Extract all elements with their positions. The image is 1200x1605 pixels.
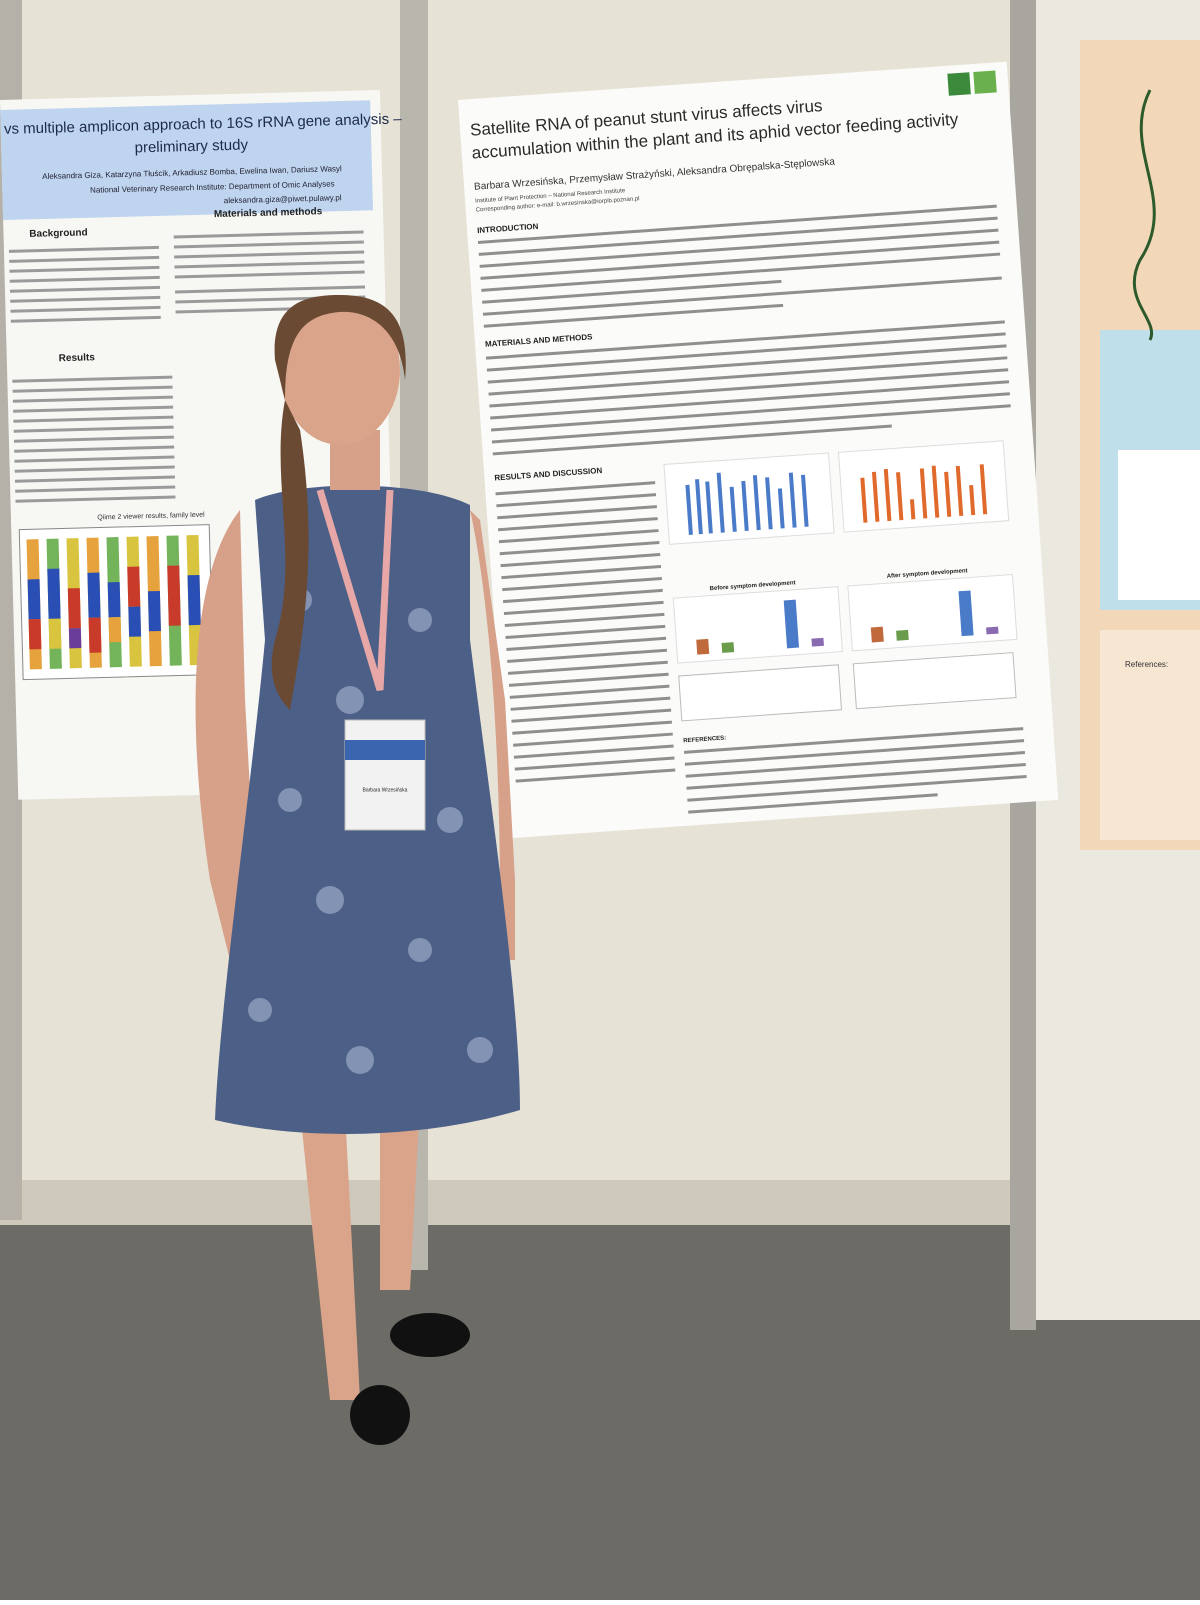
stacked-chart-bars bbox=[26, 534, 202, 670]
poster-figure bbox=[1118, 450, 1200, 600]
section-heading: Background bbox=[29, 227, 88, 240]
badge-band bbox=[345, 740, 425, 760]
chart-caption: Qiime 2 viewer results, family level bbox=[97, 512, 205, 522]
badge bbox=[344, 719, 426, 831]
right-poster: References: bbox=[1080, 40, 1200, 850]
logo bbox=[947, 72, 971, 96]
figure bbox=[663, 440, 1010, 545]
figure-title: After symptom development bbox=[887, 568, 968, 580]
body-text bbox=[8, 230, 366, 503]
poster-panel bbox=[1100, 630, 1200, 840]
figure bbox=[672, 573, 1018, 722]
section-heading: Results bbox=[59, 352, 96, 364]
poster-email: aleksandra.giza@piwet.pulawy.pl bbox=[224, 193, 342, 205]
logo bbox=[973, 70, 997, 94]
person: Barbara Wrzesińska bbox=[195, 295, 520, 1445]
poster-illustration bbox=[1132, 89, 1156, 341]
lanyard bbox=[316, 488, 394, 692]
section-heading: INTRODUCTION bbox=[477, 222, 539, 235]
references-heading: REFERENCES: bbox=[683, 735, 726, 744]
carpet bbox=[0, 1225, 1200, 1600]
main-poster: Satellite RNA of peanut stunt virus affe… bbox=[458, 61, 1059, 839]
figure-title: Before symptom development bbox=[710, 580, 796, 592]
poster-header bbox=[0, 100, 374, 220]
poster-title: preliminary study bbox=[134, 136, 248, 156]
section-heading: References: bbox=[1125, 660, 1168, 669]
badge-name: Barbara Wrzesińska bbox=[363, 787, 408, 793]
body-text bbox=[477, 204, 1027, 814]
section-heading: Materials and methods bbox=[214, 206, 323, 220]
